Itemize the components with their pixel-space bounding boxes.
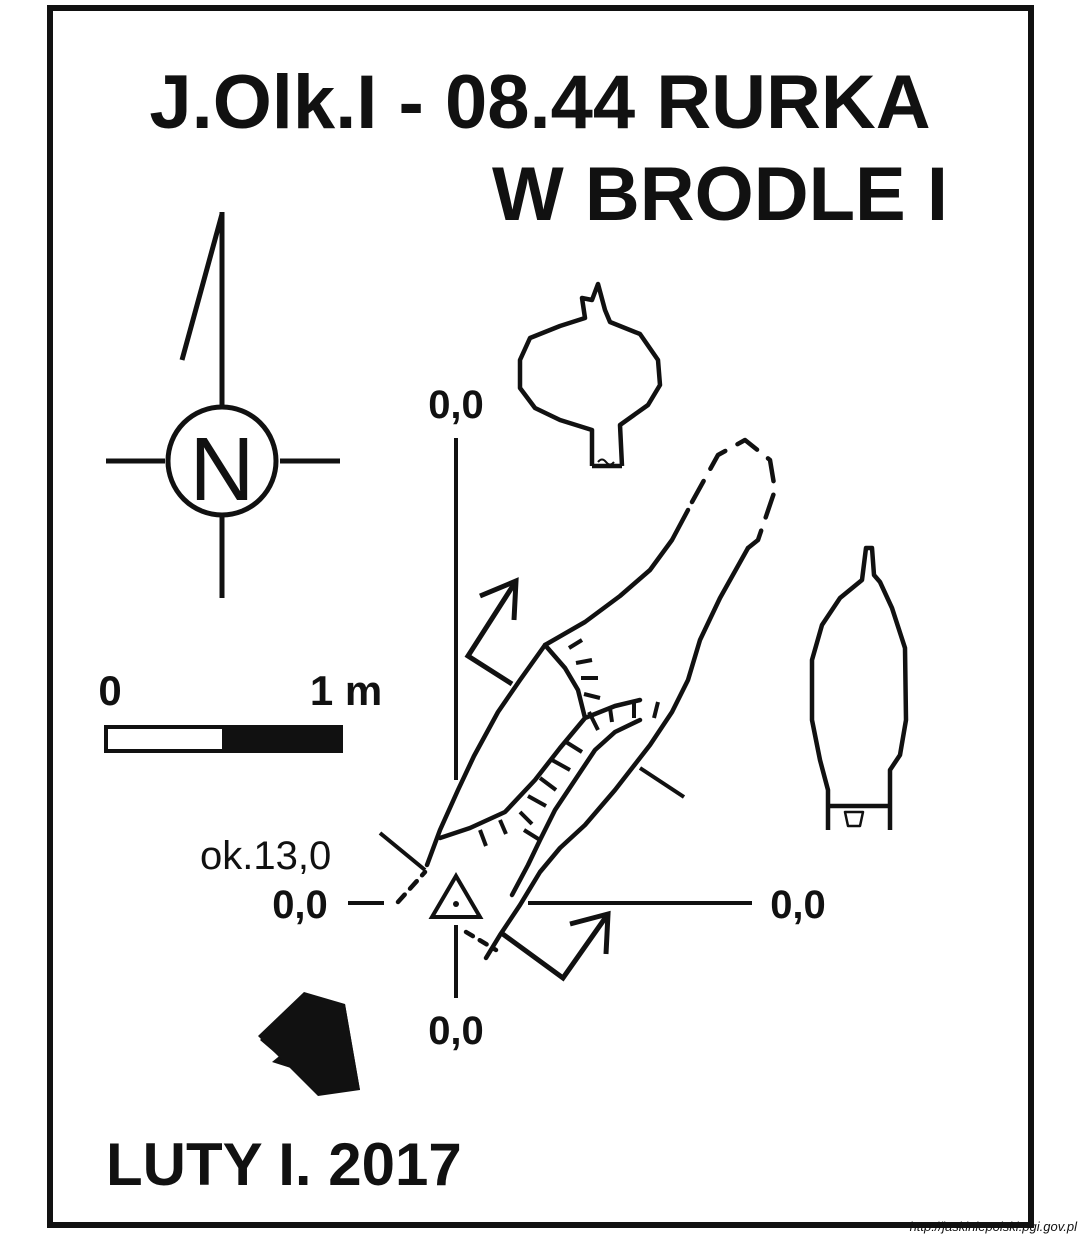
scale-bar [104,725,343,753]
section-lines [348,438,752,998]
north-letter: N [190,420,255,520]
source-url[interactable]: http://jaskiniepolski.pgi.gov.pl [909,1219,1077,1234]
depth-label-top: 0,0 [428,383,484,427]
section-arrow-lower [498,910,611,982]
map-frame [47,5,1034,1228]
survey-date: LUTY I. 2017 [106,1131,462,1198]
depth-label-left: 0,0 [272,883,328,927]
direction-arrow-icon [258,992,360,1096]
cross-section-right [809,545,909,830]
scale-zero-label: 0 [98,667,121,714]
cross-section-upper [517,281,663,469]
cave-plan [395,437,778,961]
scale-one-label: 1 m [310,667,382,714]
title-line-2: W BRODLE I [492,152,948,237]
depth-label-bottom: 0,0 [428,1009,484,1053]
depth-label-right: 0,0 [770,883,826,927]
entrance-triangle-icon [428,872,484,919]
cave-hachures [478,638,660,847]
section-arrow-upper [464,577,519,687]
north-arrow-icon [106,212,340,598]
title-line-1: J.Olk.I - 08.44 RURKA [149,60,930,145]
depth-note: ok.13,0 [200,834,331,878]
